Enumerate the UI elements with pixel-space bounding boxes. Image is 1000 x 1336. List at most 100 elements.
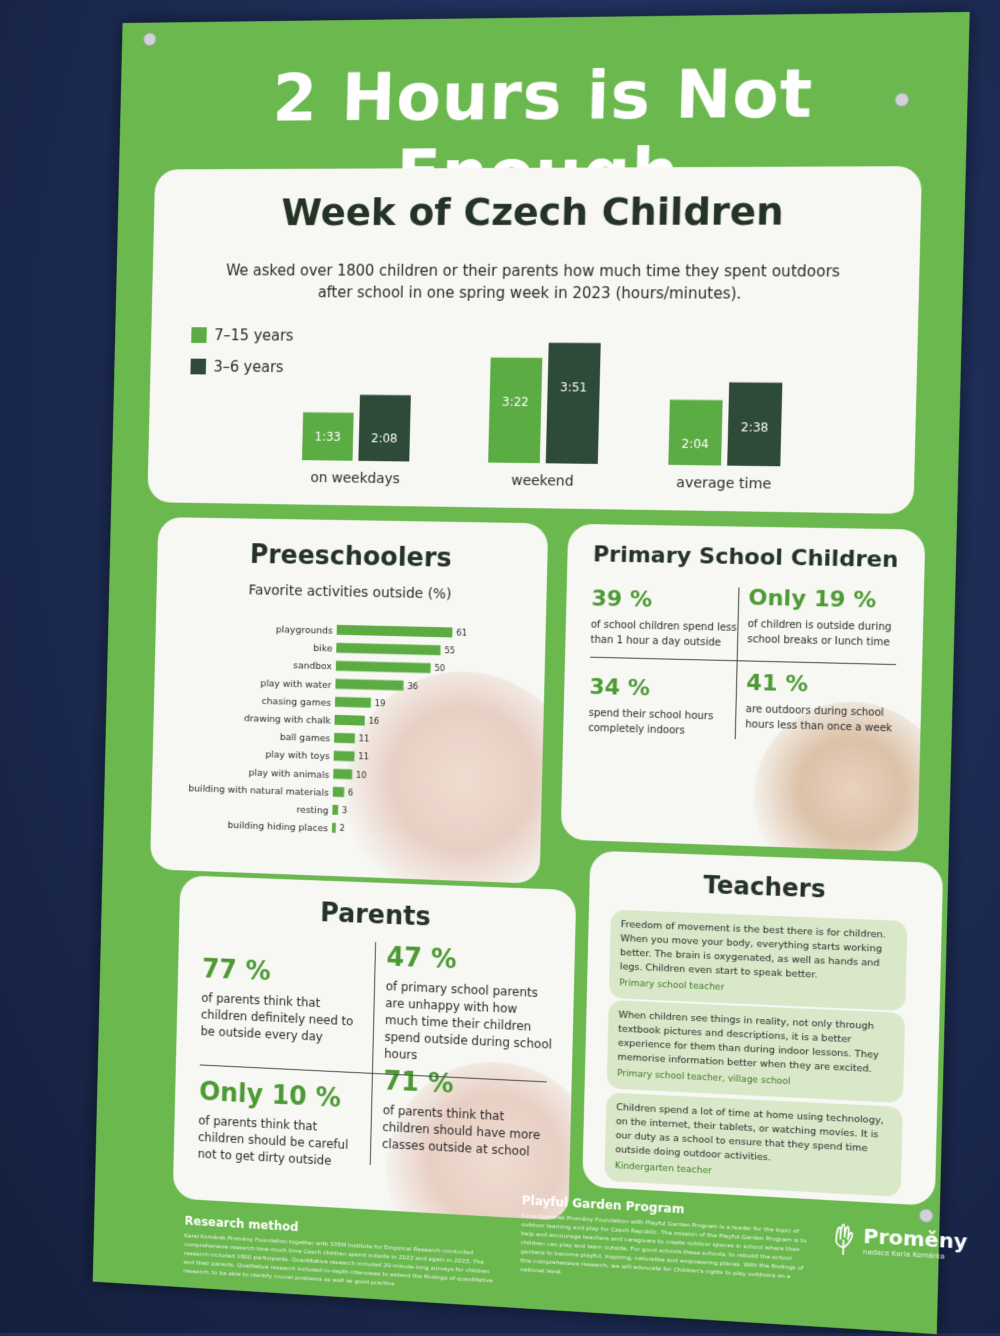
bar [332,823,336,833]
stat-text: spend their school hours completely indo… [588,706,740,740]
y-tick-label: drawing with chalk [244,713,332,726]
bar [335,679,403,691]
y-tick-label: ball games [280,732,331,745]
y-tick-label: playgrounds [276,624,333,636]
bar [334,733,355,743]
bar-value-label: 16 [369,716,380,726]
week-legend: 7–15 years 3–6 years [190,326,294,390]
bar-value-label: 3:22 [502,394,529,408]
week-title: Week of Czech Children [154,189,922,234]
program-text: Karel Komárek Proměny Foundation with Pl… [520,1211,815,1292]
teachers-card: Teachers Freedom of movement is the best… [582,851,943,1206]
y-tick-label: play with animals [249,767,330,781]
stat-text: are outdoors during school hours less th… [745,702,900,737]
bar-value-label: 2:08 [371,431,398,445]
stat-value: Only 10 % [199,1077,364,1115]
bar [336,643,440,655]
preschoolers-subtitle: Favorite activities outside (%) [156,581,546,605]
y-tick-label: building hiding places [227,820,328,834]
bar-value-label: 3:51 [560,380,587,394]
legend-label: 7–15 years [214,326,294,344]
teachers-title: Teachers [589,867,943,908]
bar [333,787,345,797]
parents-card: Parents 77 % of parents think that child… [173,875,577,1221]
bar-value-label: 50 [434,663,445,673]
legend-swatch [190,359,206,375]
bar [488,358,542,464]
y-tick-label: play with toys [265,750,330,763]
hand-leaf-icon [830,1221,858,1257]
primary-stat: Only 19 % of children is outside during … [747,586,903,651]
bar-value-label: 6 [348,787,354,797]
bar-value-label: 11 [359,733,370,743]
y-tick-label: play with water [260,678,331,691]
bar [337,625,453,638]
bar-value-label: 1:33 [315,429,342,443]
bar-value-label: 2:04 [681,437,709,452]
bar-value-label: 19 [375,698,386,708]
bar [334,751,355,762]
stat-value: 34 % [589,675,741,704]
bar-value-label: 55 [444,645,455,655]
x-tick-label: weekend [511,473,574,490]
bar [334,715,364,726]
primary-title: Primary School Children [567,542,925,574]
stat-value: 47 % [386,943,555,980]
legend-item: 3–6 years [190,358,293,376]
bar-value-label: 10 [356,769,367,779]
teacher-quote: Freedom of movement is the best there is… [609,910,908,1011]
quote-text: Freedom of movement is the best there is… [619,918,896,986]
divider [590,657,896,665]
parents-title: Parents [179,893,576,938]
research-info: Research method Karel Komárek Proměny Fo… [183,1214,496,1295]
bar [335,697,371,708]
activities-bar-chart: playgrounds 61 bike 55 sandbox 50 play with wa… [158,613,494,850]
bar [332,805,338,815]
promeny-logo: Proměny nadace Karla Komárka [830,1221,968,1264]
primary-card: Primary School Children 39 % of school c… [561,524,926,852]
parents-stat: Only 10 % of parents think that children… [197,1077,363,1171]
bar [546,343,601,464]
bar-value-label: 11 [358,751,369,761]
week-bar-chart: 1:33 2:08 on weekdays 3:22 3:51 weekend 2:04 2:… [291,327,814,508]
bar [336,661,431,673]
teacher-quote: Children spend a lot of time at home usi… [604,1092,902,1197]
preschoolers-title: Preeschoolers [157,539,548,576]
legend-label: 3–6 years [213,358,283,376]
parents-stat: 47 % of primary school parents are unhap… [384,943,555,1071]
teacher-quote: When children see things in reality, not… [607,1000,905,1103]
week-subtitle: We asked over 1800 children or their par… [209,260,857,306]
legend-item: 7–15 years [191,326,294,344]
stat-text: of primary school parents are unhappy wi… [384,978,554,1070]
bar-value-label: 2 [340,823,346,833]
program-info: Playful Garden Program Karel Komárek Pro… [520,1193,815,1292]
stat-value: 77 % [202,955,362,991]
stat-text: of parents think that children should ha… [382,1102,551,1162]
y-tick-label: sandbox [293,661,333,673]
week-subtitle-line2: after school in one spring week in 2023 … [209,281,857,305]
week-card: Week of Czech Children We asked over 180… [147,166,922,514]
poster: 2 Hours is Not Enough Week of Czech Chil… [93,12,970,1334]
stat-text: of school children spend less than 1 hou… [590,618,742,652]
preschoolers-card: Preeschoolers Favorite activities outsid… [150,517,548,884]
week-subtitle-line1: We asked over 1800 children or their par… [210,260,858,283]
bar-value-label: 2:38 [741,420,769,435]
quote-text: When children see things in reality, not… [617,1008,894,1077]
y-tick-label: resting [296,804,328,816]
stat-value: 41 % [746,671,901,700]
stat-text: of parents think that children should be… [197,1112,363,1171]
bar-value-label: 61 [456,627,467,637]
stat-text: of children is outside during school bre… [747,617,902,651]
bar-value-label: 3 [342,805,348,815]
bar [668,400,722,466]
stat-value: Only 19 % [748,586,903,615]
bar [333,769,352,779]
divider [370,942,376,1165]
primary-stat: 39 % of school children spend less than … [590,586,743,651]
y-tick-label: bike [313,643,333,654]
pin-icon [919,1208,934,1223]
y-tick-label: building with natural materials [188,783,329,799]
x-tick-label: on weekdays [310,470,400,487]
bar [358,395,410,462]
